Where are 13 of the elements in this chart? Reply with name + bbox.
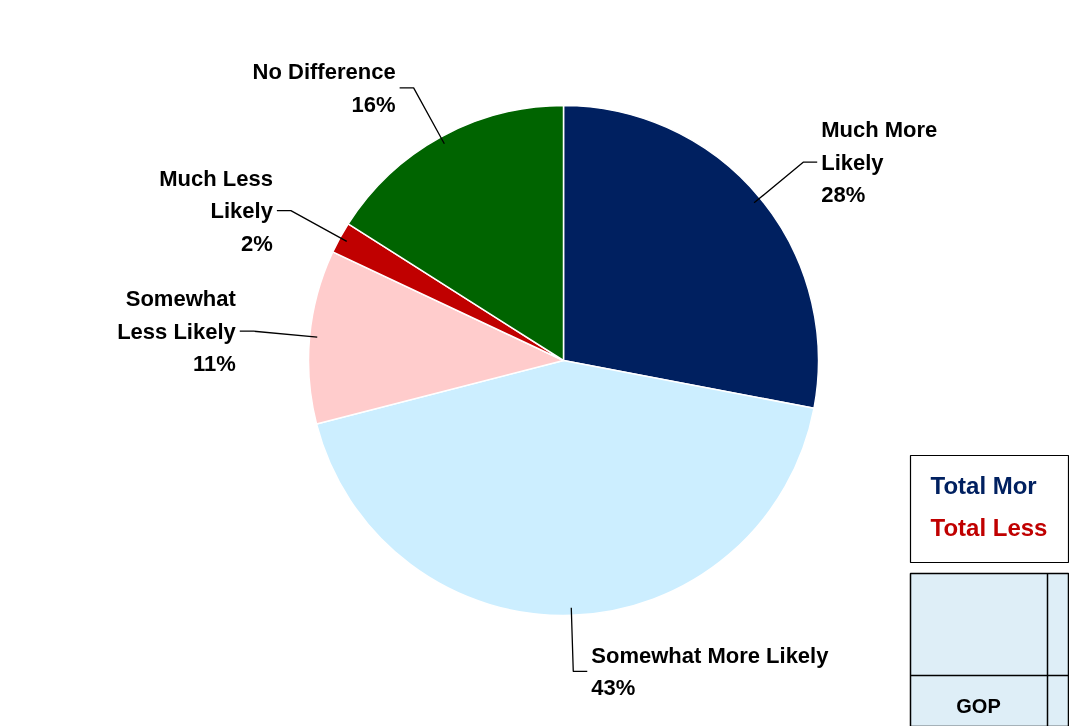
slice-label: No Difference <box>252 59 396 85</box>
slice-label: Somewhat Less Likely <box>117 286 237 344</box>
data-label: 2% <box>241 230 273 256</box>
data-label: 16% <box>351 91 396 117</box>
data-label: 43% <box>591 675 636 701</box>
slice-label: Much More Likely <box>821 117 938 175</box>
text: GOP <box>956 694 1001 717</box>
text: Total Mor <box>930 472 1037 499</box>
slice-label: Somewhat More Likely <box>591 642 830 668</box>
data-label: 11% <box>192 351 236 377</box>
slice-label: Much Less Likely <box>159 165 274 224</box>
text: Total Less <box>930 514 1048 541</box>
data-label: 28% <box>821 182 866 208</box>
